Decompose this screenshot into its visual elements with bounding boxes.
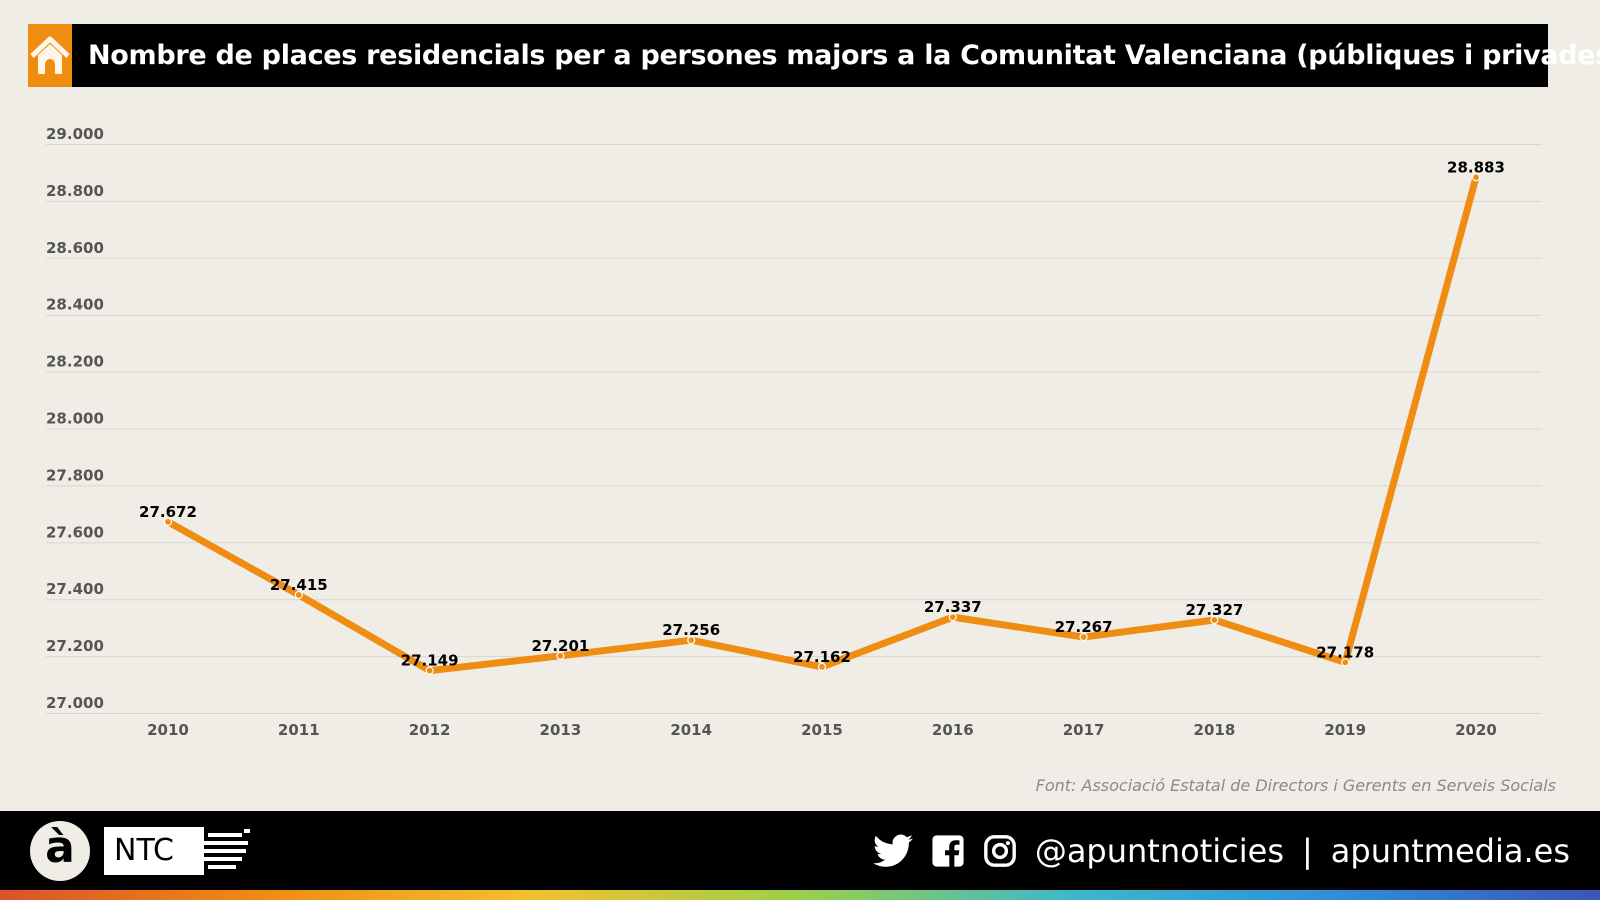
- y-tick-label: 28.600: [46, 239, 104, 257]
- data-point: [425, 666, 434, 675]
- ntc-lines-decoration: [198, 829, 250, 869]
- data-label: 27.415: [270, 576, 328, 594]
- y-tick-label: 27.800: [46, 466, 104, 484]
- ntc-logo: NTC: [104, 827, 204, 875]
- data-point: [1341, 658, 1350, 667]
- separator: |: [1301, 831, 1313, 870]
- x-tick-label: 2011: [278, 721, 320, 739]
- y-tick-label: 28.200: [46, 353, 104, 371]
- y-tick-label: 28.400: [46, 296, 104, 314]
- footer: à NTC @apuntnoticies | apuntmedia.es: [0, 811, 1600, 890]
- y-tick-label: 27.600: [46, 523, 104, 541]
- data-label: 27.256: [662, 621, 720, 639]
- data-point: [1079, 632, 1088, 642]
- rainbow-stripe: [0, 890, 1600, 900]
- data-label: 27.178: [1316, 643, 1374, 661]
- data-label: 27.149: [401, 652, 459, 670]
- page-title: Nombre de places residencials per a pers…: [88, 40, 1600, 71]
- data-point: [817, 662, 827, 672]
- y-tick-label: 27.400: [46, 580, 104, 598]
- series-line: [166, 176, 1480, 675]
- x-tick-label: 2013: [540, 721, 582, 739]
- line-chart: 27.000 27.200 27.400 27.600 27.800 28.000 28.2…: [46, 125, 1542, 739]
- data-label: 27.327: [1185, 601, 1243, 619]
- x-tick-label: 2017: [1063, 721, 1105, 739]
- instagram-icon[interactable]: [983, 834, 1017, 868]
- data-label: 27.672: [139, 503, 197, 521]
- x-tick-label: 2012: [409, 721, 451, 739]
- data-point: [294, 590, 303, 600]
- facebook-icon[interactable]: [931, 834, 965, 868]
- y-tick-label: 28.000: [46, 410, 104, 428]
- source-note: Font: Associació Estatal de Directors i …: [1035, 776, 1556, 795]
- data-point: [163, 517, 173, 526]
- x-tick-label: 2010: [147, 721, 189, 739]
- x-tick-label: 2015: [801, 721, 843, 739]
- data-label: 28.883: [1447, 158, 1505, 176]
- data-label: 27.201: [531, 637, 589, 655]
- social-bar: @apuntnoticies | apuntmedia.es: [872, 811, 1570, 890]
- data-point: [1471, 173, 1481, 182]
- data-label: 27.337: [924, 598, 982, 616]
- social-handle[interactable]: @apuntnoticies: [1034, 831, 1284, 870]
- data-label: 27.267: [1055, 618, 1113, 636]
- y-tick-label: 28.800: [46, 182, 104, 200]
- twitter-icon[interactable]: [872, 834, 913, 868]
- x-tick-label: 2014: [670, 721, 712, 739]
- x-tick-label: 2016: [932, 721, 974, 739]
- home-icon: [28, 24, 72, 87]
- data-point: [687, 636, 696, 645]
- y-tick-label: 27.200: [46, 637, 104, 655]
- x-tick-label: 2020: [1455, 721, 1497, 739]
- data-label: 27.162: [793, 648, 851, 666]
- data-point: [556, 651, 565, 660]
- website-link[interactable]: apuntmedia.es: [1330, 831, 1570, 870]
- data-point: [948, 613, 957, 622]
- x-tick-label: 2019: [1324, 721, 1366, 739]
- x-tick-label: 2018: [1194, 721, 1236, 739]
- title-bar: Nombre de places residencials per a pers…: [28, 24, 1600, 87]
- apunt-logo: à: [30, 821, 90, 881]
- y-tick-label: 27.000: [46, 694, 104, 712]
- y-tick-label: 29.000: [46, 125, 104, 143]
- data-point: [1210, 615, 1219, 625]
